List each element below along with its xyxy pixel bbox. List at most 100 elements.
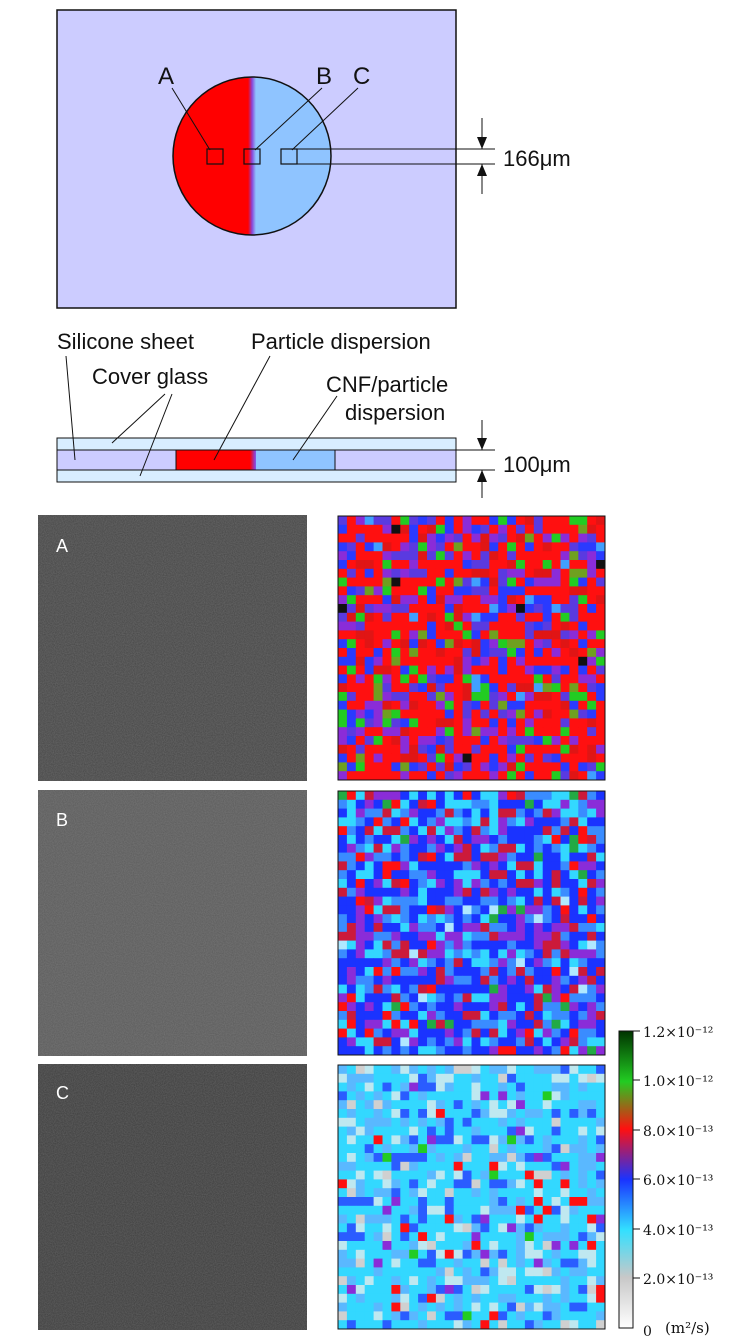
map-cell [453, 1188, 463, 1198]
map-cell [435, 1223, 446, 1233]
map-cell [364, 870, 374, 880]
map-cell [587, 887, 597, 897]
map-cell [560, 1241, 570, 1251]
map-cell [542, 692, 552, 702]
map-cell [391, 639, 401, 649]
map-cell [489, 1205, 499, 1215]
map-cell [409, 1241, 419, 1251]
map-cell [569, 1100, 579, 1110]
map-cell [498, 1320, 508, 1330]
map-cell [587, 604, 597, 614]
map-cell [480, 887, 490, 897]
map-cell [542, 568, 552, 578]
map-cell [507, 692, 517, 702]
map-cell [542, 984, 552, 994]
map-cell [346, 524, 357, 534]
map-cell [453, 1311, 463, 1321]
map-cell [533, 1073, 544, 1083]
map-cell [516, 817, 526, 827]
map-cell [507, 1135, 517, 1145]
map-cell [569, 542, 579, 552]
map-cell [480, 1276, 490, 1286]
map-cell [444, 1232, 455, 1242]
map-cell [489, 861, 499, 871]
map-cell [524, 1276, 535, 1286]
map-cell [516, 744, 526, 754]
map-cell [462, 700, 472, 710]
map-cell [578, 595, 588, 605]
map-cell [560, 665, 570, 675]
map-cell [551, 577, 561, 587]
map-cell [587, 1153, 597, 1163]
map-cell [409, 1144, 419, 1154]
map-cell [355, 1144, 366, 1154]
map-cell [516, 984, 526, 994]
map-cell [489, 896, 499, 906]
map-cell [444, 674, 455, 684]
map-cell [471, 852, 481, 862]
dim-arrowhead-top [477, 137, 487, 149]
map-cell [551, 560, 561, 570]
map-cell [391, 551, 401, 561]
map-cell [587, 817, 597, 827]
map-cell [578, 923, 588, 933]
map-cell [471, 1197, 481, 1207]
map-cell [587, 940, 597, 950]
map-cell [418, 1019, 428, 1029]
map-cell [480, 949, 490, 959]
map-cell [391, 1311, 401, 1321]
map-cell [516, 1188, 526, 1198]
map-cell [391, 984, 401, 994]
map-cell [524, 799, 535, 809]
map-cell [569, 1197, 579, 1207]
map-cell [533, 958, 544, 968]
map-cell [338, 1011, 348, 1021]
map-cell [373, 1037, 383, 1047]
map-cell [524, 1320, 535, 1330]
map-cell [569, 727, 579, 737]
map-cell [596, 967, 606, 977]
map-cell [560, 683, 570, 693]
map-cell [435, 1241, 446, 1251]
map-cell [587, 791, 597, 801]
map-cell [364, 958, 374, 968]
map-cell [480, 1117, 490, 1127]
map-cell [569, 718, 579, 728]
map-cell [409, 1276, 419, 1286]
map-cell [533, 612, 544, 622]
map-cell [551, 1161, 561, 1171]
map-cell [596, 791, 606, 801]
map-cell [355, 736, 366, 746]
map-cell [373, 1214, 383, 1224]
map-cell [471, 700, 481, 710]
map-cell [569, 852, 579, 862]
map-cell [489, 1073, 499, 1083]
map-cell [382, 984, 392, 994]
map-cell [391, 1019, 401, 1029]
map-cell [364, 949, 374, 959]
map-cell [560, 586, 570, 596]
map-cell [551, 1073, 561, 1083]
map-cell [382, 1205, 392, 1215]
map-cell [533, 639, 544, 649]
map-cell [471, 870, 481, 880]
map-cell [435, 1188, 446, 1198]
map-cell [524, 595, 535, 605]
map-cell [409, 1285, 419, 1295]
map-cell [560, 1205, 570, 1215]
map-cell [480, 524, 490, 534]
map-cell [346, 896, 357, 906]
map-cell [596, 931, 606, 941]
map-cell [346, 975, 357, 985]
map-cell [471, 1135, 481, 1145]
map-cell [373, 993, 383, 1003]
map-cell [453, 949, 463, 959]
map-cell [355, 692, 366, 702]
map-cell [373, 1302, 383, 1312]
map-cell [338, 905, 348, 915]
map-cell [516, 1214, 526, 1224]
map-cell [435, 656, 446, 666]
map-cell [569, 568, 579, 578]
map-cell [578, 586, 588, 596]
map-cell [533, 940, 544, 950]
